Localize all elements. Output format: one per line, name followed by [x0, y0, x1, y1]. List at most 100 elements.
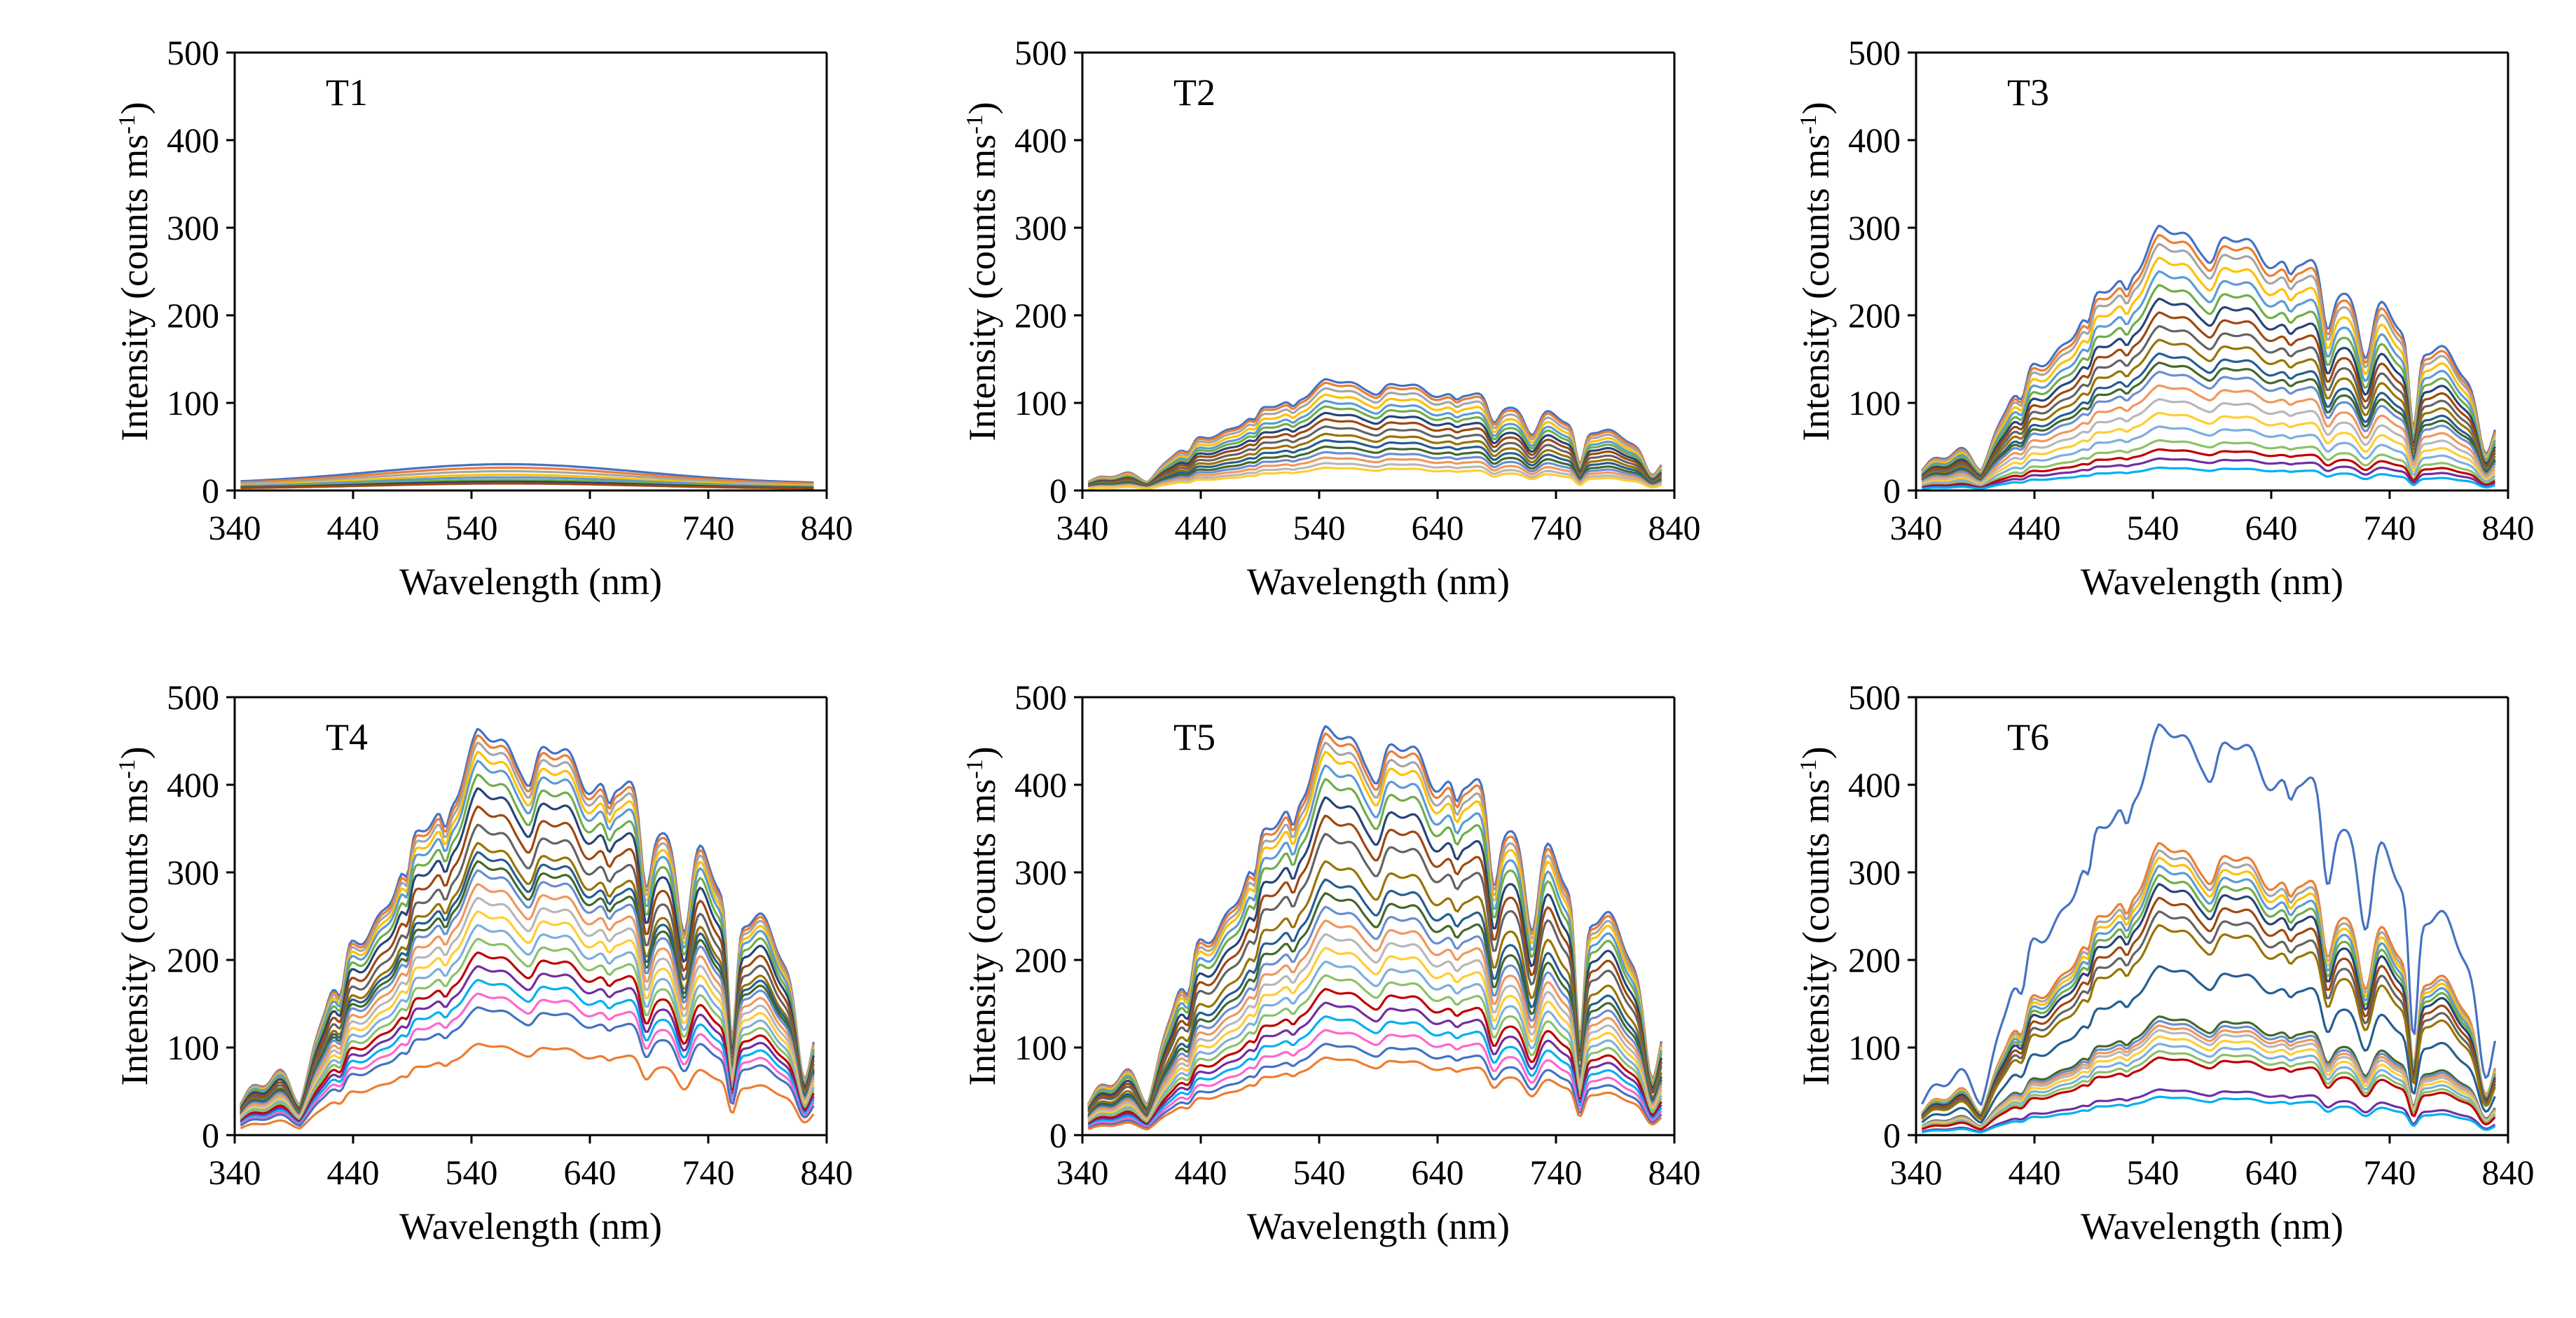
x-axis-title: Wavelength (nm) [2081, 1205, 2343, 1247]
series-line [240, 1006, 815, 1127]
series-line [1087, 933, 1662, 1122]
y-axis-title-main: Intensity (counts ms [113, 135, 156, 441]
series-line [240, 462, 814, 484]
series-line [240, 896, 815, 1119]
x-tick-label: 340 [1890, 1153, 1943, 1192]
y-tick-label: 300 [1848, 853, 1901, 892]
series-line [1922, 457, 2496, 490]
y-axis-title-sup: -1 [114, 759, 140, 778]
y-tick-label: 200 [1848, 940, 1901, 980]
series-line [1087, 832, 1662, 1114]
series-line [1921, 1035, 2496, 1130]
series-line [1088, 451, 1662, 489]
series-line [240, 860, 815, 1116]
series-line [240, 741, 815, 1108]
series-line [1087, 378, 1662, 483]
y-tick-label: 500 [1014, 33, 1067, 72]
y-tick-label: 0 [1049, 1116, 1067, 1155]
series-line [1922, 1095, 2496, 1134]
series-line [239, 727, 815, 1106]
y-tick-label: 100 [167, 383, 219, 423]
y-tick-label: 0 [202, 471, 219, 510]
y-tick-label: 300 [1014, 853, 1067, 892]
y-axis-title-sup: -1 [1796, 114, 1821, 134]
panel-title: T3 [2007, 71, 2049, 114]
x-tick-label: 340 [209, 1153, 261, 1192]
series-line [1921, 883, 2496, 1118]
y-tick-label: 200 [1014, 940, 1067, 980]
y-axis-title-main: Intensity (counts ms [1795, 779, 1837, 1086]
series-line [240, 979, 815, 1125]
y-axis-title-main: Intensity (counts ms [113, 779, 156, 1086]
series-line [240, 910, 815, 1120]
x-tick-label: 440 [1175, 508, 1227, 547]
y-tick-label: 500 [167, 678, 219, 717]
y-tick-label: 0 [202, 1116, 219, 1155]
x-tick-label: 640 [1412, 1153, 1464, 1192]
series-line [1921, 311, 2496, 479]
panel-title: T2 [1173, 71, 1215, 114]
series-line [1921, 352, 2496, 482]
x-tick-label: 740 [2364, 508, 2416, 547]
series-line [240, 869, 815, 1117]
x-axis-title: Wavelength (nm) [399, 561, 662, 603]
series-line [1088, 456, 1662, 490]
x-tick-label: 640 [2245, 1153, 2298, 1192]
x-tick-label: 540 [446, 1153, 498, 1192]
y-tick-label: 100 [167, 1028, 219, 1067]
series-line [240, 842, 815, 1115]
series-line [240, 965, 815, 1124]
series-line [240, 851, 815, 1116]
series-line [1921, 242, 2496, 474]
y-axis-title-main: Intensity (counts ms [961, 779, 1003, 1086]
series-line [1921, 224, 2496, 472]
series-line [1087, 905, 1662, 1120]
series-line [1087, 974, 1662, 1125]
y-axis-title-close: ) [961, 746, 1003, 759]
series-line [1921, 924, 2496, 1121]
series-line [1087, 892, 1662, 1118]
y-axis-title-sup: -1 [114, 114, 140, 134]
series-line [1921, 842, 2496, 1115]
x-axis-title: Wavelength (nm) [1247, 561, 1510, 603]
y-tick-label: 500 [1848, 33, 1901, 72]
series-line [1921, 297, 2496, 478]
series-line [1088, 432, 1662, 488]
series-line [240, 805, 815, 1112]
x-tick-label: 740 [1530, 508, 1583, 547]
series-line [1922, 439, 2496, 488]
series-line [1921, 256, 2496, 474]
x-tick-label: 540 [446, 508, 498, 547]
series-group [239, 727, 815, 1130]
series-line [1922, 466, 2495, 490]
y-axis-title-main: Intensity (counts ms [961, 135, 1003, 441]
series-line [1087, 919, 1662, 1120]
x-tick-label: 840 [2482, 508, 2535, 547]
series-group [1087, 378, 1662, 490]
x-axis-title: Wavelength (nm) [1247, 1205, 1510, 1247]
y-axis-title-sup: -1 [962, 114, 988, 134]
series-line [1087, 814, 1662, 1113]
series-line [1921, 1050, 2496, 1130]
series-line [1921, 1056, 2496, 1131]
x-tick-label: 840 [801, 508, 853, 547]
y-tick-label: 400 [1014, 765, 1067, 804]
series-line [1087, 764, 1662, 1109]
series-line [240, 466, 814, 485]
series-line [1922, 1088, 2496, 1133]
y-tick-label: 100 [1848, 1028, 1901, 1067]
y-tick-label: 300 [1848, 208, 1901, 247]
x-tick-label: 840 [1648, 508, 1701, 547]
series-line [1921, 371, 2496, 483]
x-axis-title: Wavelength (nm) [399, 1205, 662, 1247]
chart-panel-1: 0 100 200 300 400 500 340 440 540 640 740 840 Wavele… [113, 33, 853, 603]
y-tick-label: 300 [167, 853, 219, 892]
series-line [1087, 1015, 1662, 1127]
series-line [1087, 860, 1662, 1116]
x-tick-label: 640 [564, 508, 617, 547]
y-tick-label: 200 [167, 940, 219, 980]
series-line [240, 469, 814, 486]
y-tick-label: 400 [1848, 121, 1901, 160]
x-tick-label: 640 [564, 1153, 617, 1192]
series-line [1087, 725, 1662, 1106]
